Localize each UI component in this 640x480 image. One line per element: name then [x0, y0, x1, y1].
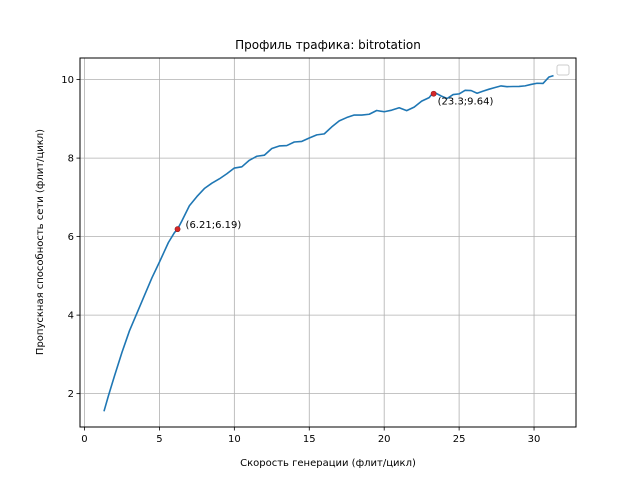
y-tick-label: 4: [68, 311, 74, 322]
x-axis-label: Скорость генерации (флит/цикл): [240, 458, 416, 469]
y-tick-label: 8: [68, 154, 74, 165]
chart-title: Профиль трафика: bitrotation: [235, 38, 421, 52]
y-tick-label: 6: [68, 232, 74, 243]
x-tick-label: 20: [378, 434, 391, 445]
y-tick-label: 10: [61, 75, 74, 86]
x-tick-label: 30: [528, 434, 541, 445]
axis-ticks: 0 5 10 15 20 25 30 2 4 6 8 10: [61, 75, 540, 445]
x-tick-label: 10: [228, 434, 241, 445]
x-tick-label: 5: [156, 434, 162, 445]
peak-marker: [174, 226, 181, 233]
series-line: [103, 74, 554, 412]
plot-frame: [79, 57, 577, 428]
grid-lines: [80, 58, 576, 427]
annotation-markers: (6.21;6.19) (23.3;9.64): [174, 90, 494, 233]
series-layer: [103, 74, 554, 412]
peak-marker: [430, 90, 437, 97]
y-tick-label: 2: [68, 389, 74, 400]
legend-box: [556, 64, 570, 76]
marker-label: (23.3;9.64): [438, 97, 494, 108]
x-tick-label: 15: [303, 434, 316, 445]
marker-label: (6.21;6.19): [186, 220, 242, 231]
x-tick-label: 0: [81, 434, 87, 445]
x-tick-label: 25: [453, 434, 466, 445]
y-axis-label: Пропускная способность сети (флит/цикл): [35, 129, 46, 355]
